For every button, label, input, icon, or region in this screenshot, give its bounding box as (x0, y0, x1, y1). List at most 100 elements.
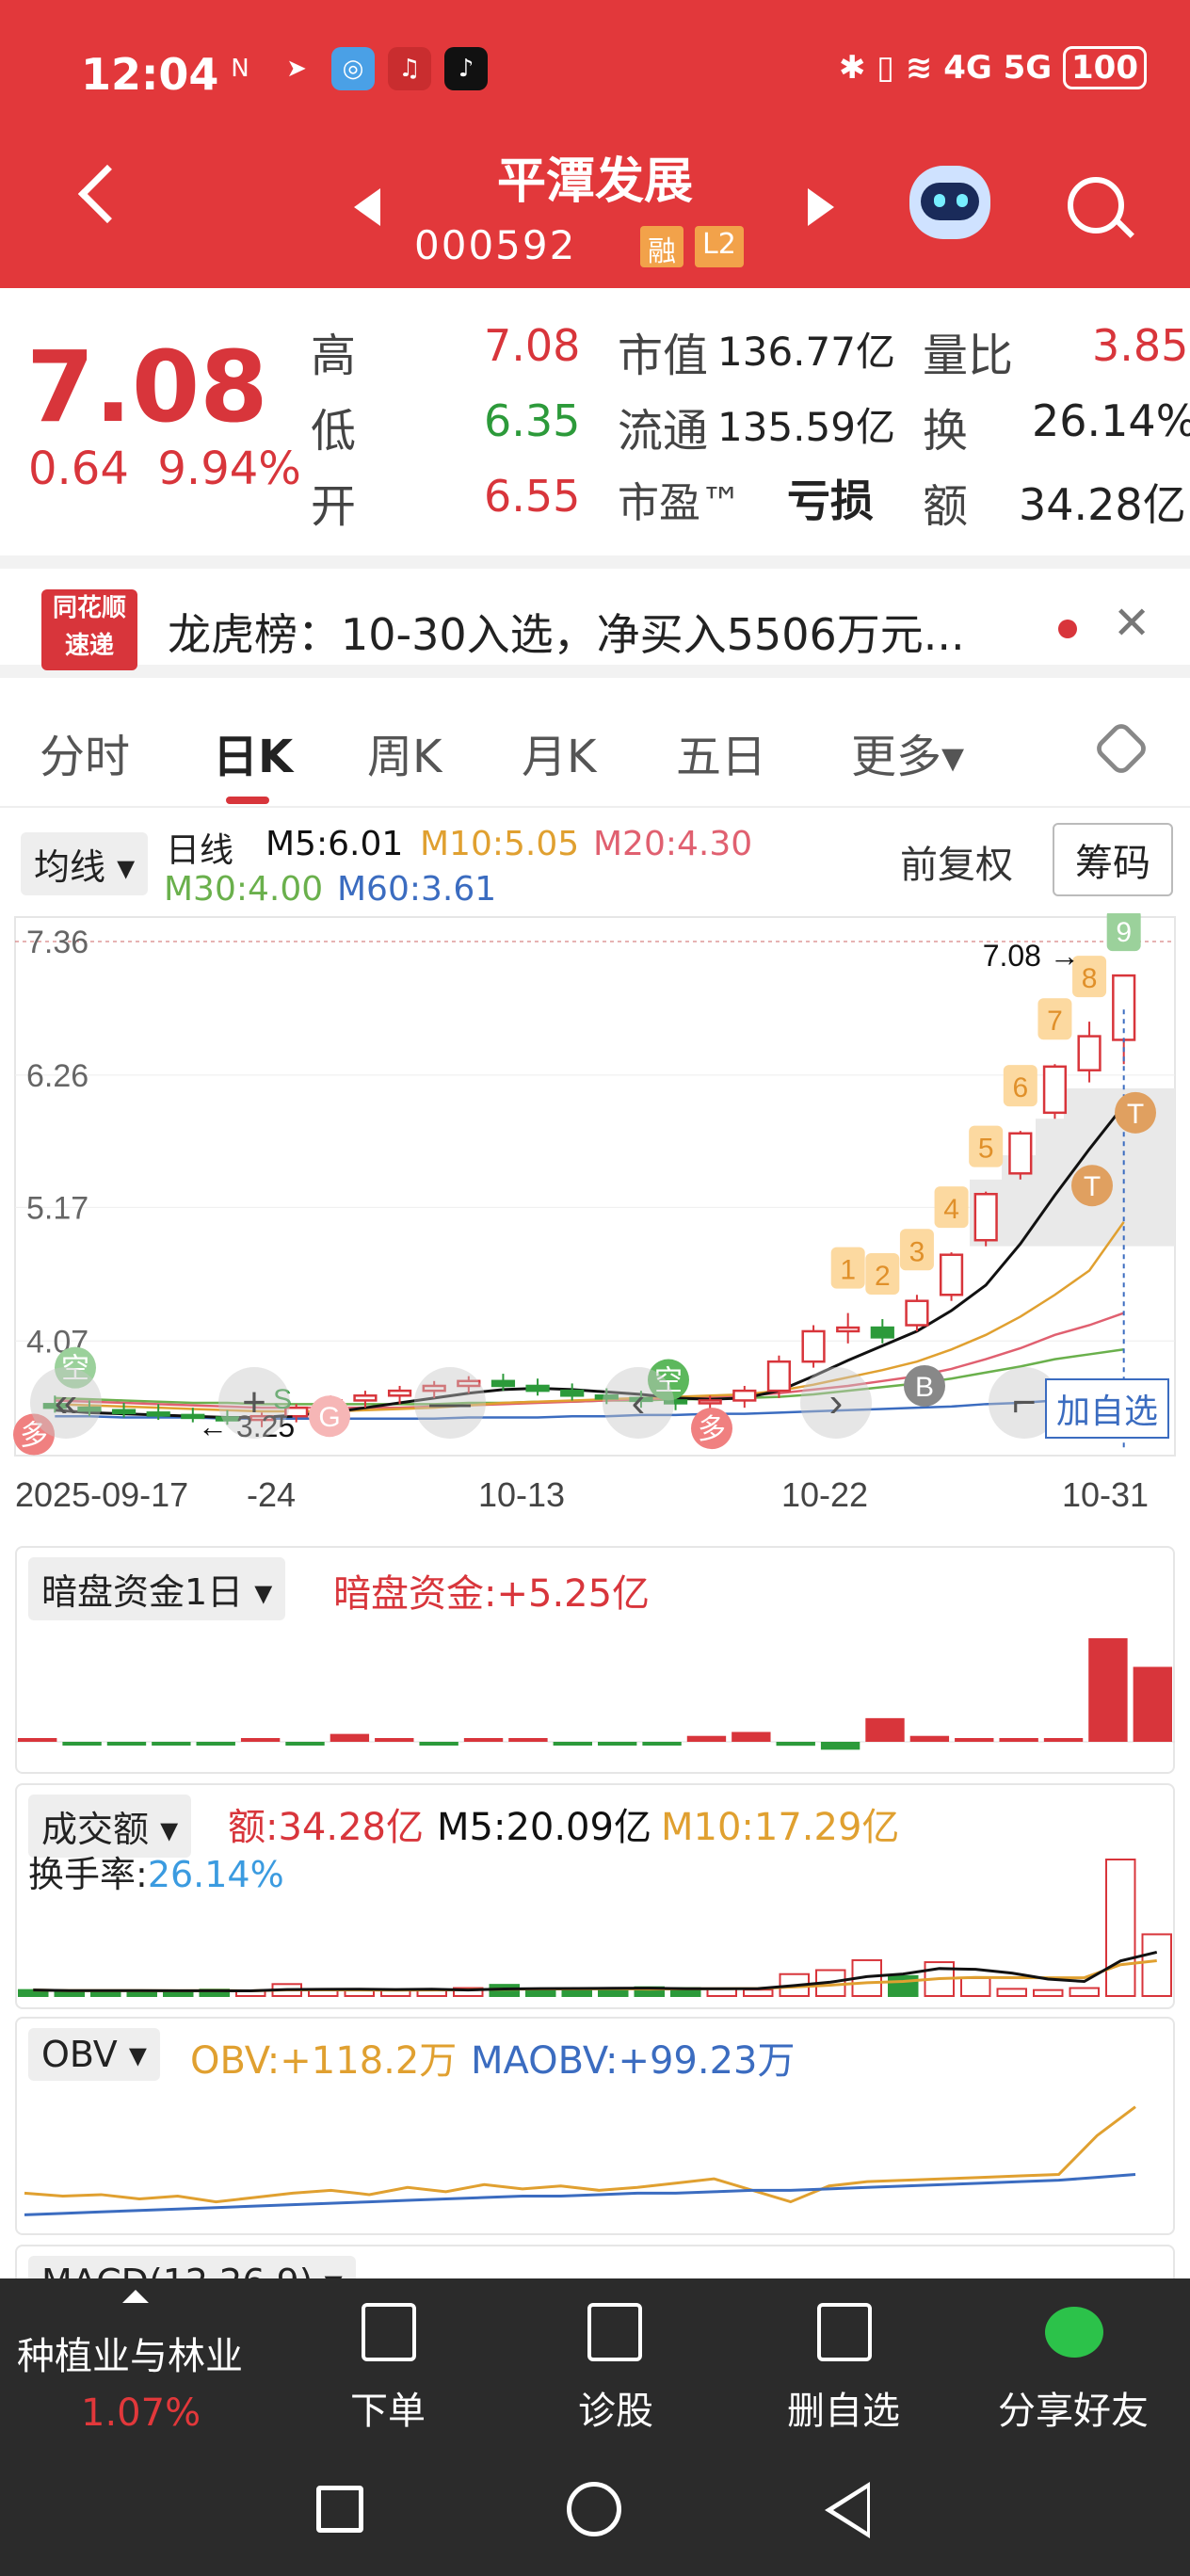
news-banner[interactable]: 同花顺 速递 龙虎榜：10-30入选，净买入5506万元... ✕ (0, 555, 1190, 678)
pe-label: 市盈™ (618, 479, 742, 527)
order-button[interactable]: 下单 (350, 2390, 426, 2433)
settings-icon[interactable] (1092, 719, 1150, 778)
candle (422, 1384, 446, 1393)
prev-stock-icon[interactable] (354, 188, 380, 226)
vol-ratio-value: 3.85 (1092, 320, 1189, 371)
streak-label: 9 (1116, 917, 1132, 948)
assistant-robot-icon[interactable] (909, 166, 990, 239)
min-price-label: ← 3.25 (198, 1409, 295, 1443)
tab-daily-k[interactable]: 日K (213, 731, 294, 783)
signal-marker (1071, 1165, 1113, 1207)
amount-bar (1069, 1987, 1100, 1997)
dark-pool-bar (152, 1742, 191, 1746)
dark-pool-dropdown[interactable]: 暗盘资金1日 ▾ (28, 1557, 286, 1620)
amount-bar (743, 1988, 774, 1998)
chart-nav-icon: ‹ (632, 1379, 646, 1425)
m20-line (55, 1312, 1125, 1409)
candle (1042, 1065, 1068, 1115)
m5-line (55, 1104, 1125, 1419)
turnover-rate-legend: 换手率:26.14% (28, 1854, 284, 1895)
y-tick-label: 7.36 (26, 925, 88, 960)
m10-legend: M10:5.05 (420, 825, 580, 863)
next-stock-icon[interactable] (808, 188, 834, 226)
streak-label: 4 (943, 1194, 959, 1225)
order-icon[interactable] (362, 2303, 416, 2361)
m20-legend: M20:4.30 (593, 825, 753, 863)
obv-line (24, 2105, 1136, 2204)
m30-line (55, 1348, 1124, 1406)
signal-marker-label: 多 (698, 1414, 726, 1445)
share-button[interactable]: 分享好友 (998, 2390, 1149, 2433)
wechat-icon[interactable] (1045, 2307, 1103, 2358)
search-icon[interactable] (1068, 177, 1124, 233)
dark-pool-bar (865, 1717, 905, 1742)
sector-name[interactable]: 种植业与林业 (17, 2335, 243, 2378)
y-tick-label: 6.26 (26, 1058, 88, 1094)
streak-label: 8 (1082, 963, 1098, 994)
amount-m5-legend: M5:20.09亿 (437, 1806, 651, 1849)
signal-marker-label: 多 (20, 1421, 48, 1452)
dark-pool-bar (419, 1742, 458, 1746)
battery-icon: 100 (1063, 46, 1147, 89)
chevron-up-icon[interactable] (122, 2290, 149, 2303)
streak-badge (1106, 913, 1141, 952)
remove-watch-button[interactable]: 删自选 (787, 2390, 900, 2433)
dark-pool-bar (285, 1742, 325, 1746)
x-tick-label: 2025-09-17 (15, 1475, 188, 1514)
adjust-toggle[interactable]: 前复权 (900, 844, 1013, 887)
amount-dropdown[interactable]: 成交额 ▾ (28, 1795, 192, 1858)
tab-intraday[interactable]: 分时 (40, 731, 131, 783)
streak-label: 5 (978, 1134, 994, 1165)
news-text[interactable]: 龙虎榜：10-30入选，净买入5506万元... (168, 609, 965, 660)
candle (215, 1416, 240, 1422)
dark-pool-bar (18, 1738, 57, 1742)
dark-pool-bar (776, 1742, 815, 1747)
chips-button[interactable]: 筹码 (1053, 823, 1173, 896)
signal-marker-label: T (1127, 1099, 1144, 1130)
remove-watch-icon[interactable] (817, 2303, 872, 2361)
amount-m10-legend: M10:17.29亿 (661, 1806, 900, 1849)
maobv-legend: MAOBV:+99.23万 (471, 2039, 796, 2083)
ma-dropdown[interactable]: 均线 ▾ (21, 832, 149, 895)
home-icon[interactable] (567, 2482, 621, 2536)
candle (387, 1389, 412, 1397)
obv-dropdown[interactable]: OBV ▾ (28, 2028, 160, 2081)
amount-ma-line (33, 1950, 1158, 1993)
recent-apps-icon[interactable] (316, 2486, 363, 2533)
candle (525, 1384, 550, 1393)
amount-bar (453, 1987, 484, 1997)
price-change: 0.64 9.94% (28, 443, 301, 495)
signal-marker (1115, 1091, 1156, 1134)
streak-badge (1003, 1065, 1037, 1107)
diagnose-icon[interactable] (587, 2303, 642, 2361)
streak-label: 1 (840, 1255, 856, 1286)
tab-more[interactable]: 更多▾ (851, 731, 965, 783)
tab-monthly-k[interactable]: 月K (522, 731, 597, 783)
streak-badge (969, 1125, 1004, 1167)
status-app-icons: N ➤ ◎ ♫ ♪ (218, 47, 488, 90)
dark-pool-bar (106, 1742, 147, 1746)
add-watchlist-button[interactable]: 加自选 (1045, 1378, 1170, 1439)
m10-line (55, 1221, 1125, 1413)
diagnose-button[interactable]: 诊股 (578, 2390, 653, 2433)
amount-bar (561, 1989, 592, 1997)
streak-label: 6 (1012, 1072, 1028, 1103)
float-value: 135.59亿 (717, 404, 895, 450)
tab-weekly-k[interactable]: 周K (367, 731, 442, 783)
dark-pool-bar (1088, 1638, 1128, 1742)
status-time: 12:04 (81, 49, 219, 100)
amount-bar (888, 1974, 919, 1998)
float-label: 流通 (618, 405, 709, 458)
tab-five-day[interactable]: 五日 (676, 731, 767, 783)
dark-pool-bar (598, 1742, 637, 1746)
wifi-icon: ≋ (905, 49, 933, 87)
candle (77, 1406, 102, 1412)
close-icon[interactable]: ✕ (1113, 597, 1151, 650)
streak-badge (1072, 956, 1107, 998)
chart-nav-button (30, 1367, 102, 1439)
mktcap-label: 市值 (618, 330, 709, 382)
period-label: 日线 (166, 831, 234, 870)
max-price-label: 7.08 → (983, 939, 1080, 973)
high-value: 7.08 (484, 320, 581, 371)
